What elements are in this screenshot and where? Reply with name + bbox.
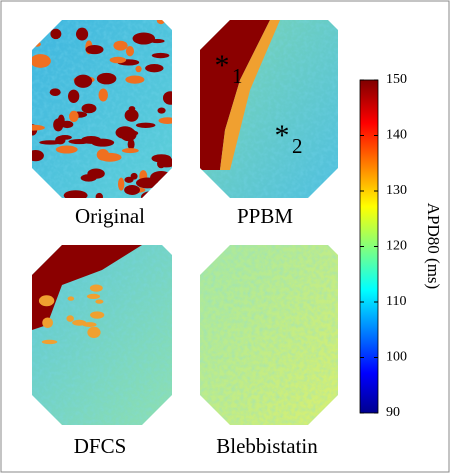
hot-spot xyxy=(125,46,135,57)
hot-spot xyxy=(74,74,93,88)
hot-spot xyxy=(32,20,40,24)
hot-spot xyxy=(145,63,164,73)
hot-spot xyxy=(113,40,128,51)
warm-spot xyxy=(66,315,74,322)
hot-spot xyxy=(132,32,156,45)
hot-spot xyxy=(158,117,172,124)
hot-spot xyxy=(157,107,166,114)
tick-label: 100 xyxy=(386,350,407,365)
hot-spot xyxy=(157,157,172,168)
hot-spot xyxy=(141,190,165,198)
warm-spot xyxy=(90,311,105,319)
hot-spot xyxy=(124,185,141,195)
hot-spot xyxy=(80,174,97,182)
hot-spot xyxy=(55,135,66,145)
hot-spot xyxy=(32,180,38,187)
hot-spot xyxy=(85,44,104,55)
hot-spot xyxy=(50,28,62,40)
warm-spot xyxy=(86,293,101,300)
tick-label: 90 xyxy=(386,405,400,420)
hot-spot xyxy=(98,88,108,102)
warm-spot xyxy=(42,317,53,328)
hot-spot xyxy=(68,138,91,145)
annotation-label: 2 xyxy=(292,134,303,158)
hot-spot xyxy=(81,103,97,114)
warm-region xyxy=(220,20,280,170)
hot-spot xyxy=(125,75,145,84)
hot-spot xyxy=(135,122,156,128)
heatmap xyxy=(32,245,172,425)
tick-label: 150 xyxy=(386,72,407,87)
warm-spot xyxy=(89,284,103,292)
hot-spot xyxy=(76,27,89,41)
hot-spot xyxy=(69,110,79,123)
hot-spot xyxy=(53,118,64,132)
panel-label: Original xyxy=(75,204,145,228)
panel-label: PPBM xyxy=(237,204,293,228)
warm-spot xyxy=(67,296,75,301)
annotation-mark: * xyxy=(215,49,230,82)
heatmap-grain xyxy=(200,245,338,425)
panel-label: DFCS xyxy=(74,434,127,458)
panels xyxy=(32,20,338,425)
warm-spot xyxy=(95,299,104,304)
hot-spot xyxy=(32,54,51,68)
heatmap xyxy=(200,245,338,425)
annotation-label: 1 xyxy=(232,64,243,88)
hot-spot xyxy=(68,89,80,103)
hot-region xyxy=(200,20,270,170)
tick-label: 130 xyxy=(386,183,407,198)
warm-spot xyxy=(87,326,101,339)
hot-spot xyxy=(135,65,142,73)
hot-spot xyxy=(151,52,170,59)
hot-spot xyxy=(32,124,45,131)
warm-spot xyxy=(38,295,55,307)
hot-spot xyxy=(33,41,41,47)
colorbar-label: APD80 (ms) xyxy=(424,203,443,289)
hot-spot xyxy=(96,149,110,161)
annotation-mark: * xyxy=(275,119,290,152)
hot-spot xyxy=(121,148,139,154)
hot-spot xyxy=(136,177,159,189)
hot-spot xyxy=(95,192,103,198)
tick-label: 110 xyxy=(386,294,406,309)
warm-spot xyxy=(41,339,58,345)
tick-label: 120 xyxy=(386,239,407,254)
hot-spot xyxy=(63,190,88,198)
hot-spot xyxy=(124,176,134,183)
hot-spot xyxy=(162,91,172,105)
hot-spot xyxy=(55,145,78,154)
hot-spot xyxy=(96,72,117,85)
hot-spot xyxy=(32,150,44,162)
hot-spot xyxy=(156,20,166,25)
heatmap xyxy=(32,20,172,198)
hot-spot xyxy=(109,56,127,64)
warm-spot xyxy=(82,322,97,327)
hot-spot xyxy=(49,88,61,97)
panel-label: Blebbistatin xyxy=(216,434,318,458)
tick-label: 140 xyxy=(386,128,407,143)
hot-spot xyxy=(124,109,139,122)
heatmap xyxy=(200,20,338,198)
hot-region xyxy=(32,245,142,330)
hot-spot xyxy=(115,126,135,140)
hot-spot xyxy=(127,138,135,150)
hot-spot xyxy=(117,177,125,191)
